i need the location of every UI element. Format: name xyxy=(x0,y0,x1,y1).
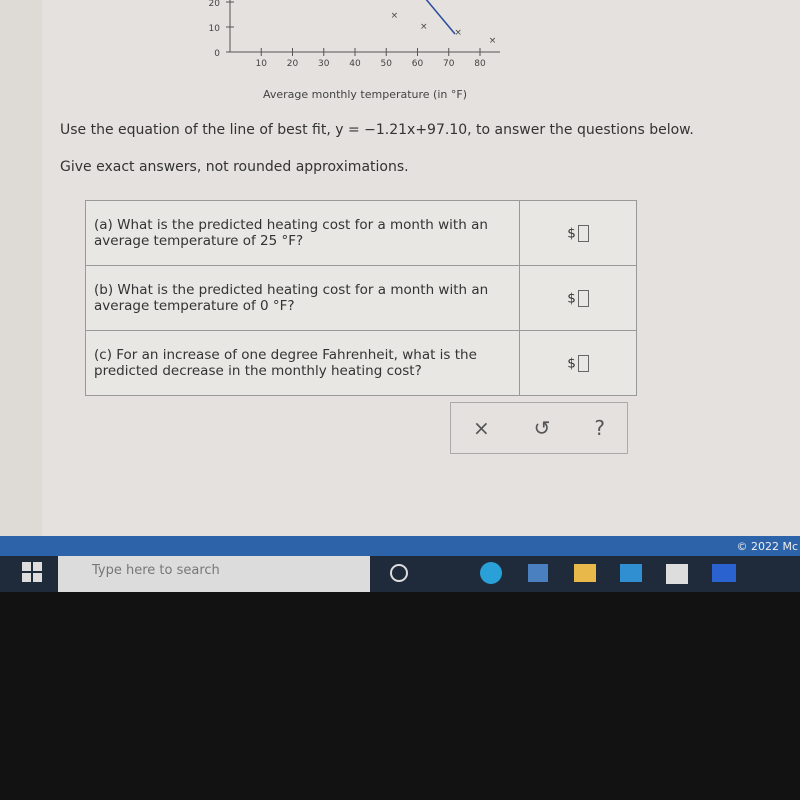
answer-input[interactable] xyxy=(577,354,589,372)
screen: Average monthly temperature (in °F) 10 20… xyxy=(0,0,800,540)
x-label: Average monthly temperature (in °F) xyxy=(263,88,467,101)
footer-band xyxy=(0,536,800,556)
x-tick-label: 40 xyxy=(349,59,361,69)
currency: $ xyxy=(567,290,576,306)
question-table: (a) What is the predicted heating cost f… xyxy=(85,200,637,396)
instruction: Use the equation of the line of best fit… xyxy=(60,122,694,138)
question-row: (a) What is the predicted heating cost f… xyxy=(85,200,637,266)
dropbox-icon[interactable] xyxy=(712,564,736,582)
answer-cell: $ xyxy=(519,200,637,266)
y-tick-label: 0 xyxy=(214,49,220,59)
start-button[interactable] xyxy=(22,562,42,582)
x-tick-label: 70 xyxy=(443,59,455,69)
cortana[interactable] xyxy=(390,564,408,582)
data-point: × xyxy=(391,11,399,21)
clear-button[interactable]: × xyxy=(472,416,490,440)
explorer-icon[interactable] xyxy=(574,564,596,582)
x-tick-label: 60 xyxy=(412,59,424,69)
x-tick-label: 30 xyxy=(318,59,330,69)
question-row: (c) For an increase of one degree Fahren… xyxy=(85,330,637,396)
taskbar: Type here to search xyxy=(0,556,800,592)
instruction: Give exact answers, not rounded approxim… xyxy=(60,159,409,175)
copyright: © 2022 Mc xyxy=(736,540,798,553)
question-text: (c) For an increase of one degree Fahren… xyxy=(94,347,477,379)
y-tick-label: 10 xyxy=(209,24,221,34)
question-text: (b) What is the predicted heating cost f… xyxy=(94,282,489,314)
answer-input[interactable] xyxy=(577,224,589,242)
data-point: × xyxy=(420,22,428,32)
x-tick-label: 20 xyxy=(287,59,299,69)
answer-input[interactable] xyxy=(577,289,589,307)
question-cell: (c) For an increase of one degree Fahren… xyxy=(85,330,520,396)
data-point: × xyxy=(454,28,462,38)
currency: $ xyxy=(567,225,576,241)
mail-icon[interactable] xyxy=(620,564,642,582)
question-cell: (a) What is the predicted heating cost f… xyxy=(85,200,520,266)
store-icon[interactable] xyxy=(528,564,548,582)
x-tick-label: 10 xyxy=(256,59,268,69)
x-tick-label: 50 xyxy=(381,59,393,69)
data-point: × xyxy=(489,36,497,46)
fit-line xyxy=(425,0,456,35)
help-button[interactable]: ? xyxy=(594,416,605,440)
undo-button[interactable]: ↺ xyxy=(533,416,551,440)
answer-cell: $ xyxy=(519,330,637,396)
app-icon[interactable] xyxy=(666,564,688,584)
edge-icon[interactable] xyxy=(480,562,502,584)
question-row: (b) What is the predicted heating cost f… xyxy=(85,265,637,331)
x-tick-label: 80 xyxy=(474,59,486,69)
currency: $ xyxy=(567,355,576,371)
y-tick-label: 20 xyxy=(209,0,221,9)
graph: Average monthly temperature (in °F) 10 20… xyxy=(209,0,500,101)
button-bar: × ↺ ? xyxy=(450,402,628,454)
answer-cell: $ xyxy=(519,265,637,331)
question-cell: (b) What is the predicted heating cost f… xyxy=(85,265,520,331)
search-box[interactable]: Type here to search xyxy=(58,556,370,592)
question-text: (a) What is the predicted heating cost f… xyxy=(94,217,488,249)
